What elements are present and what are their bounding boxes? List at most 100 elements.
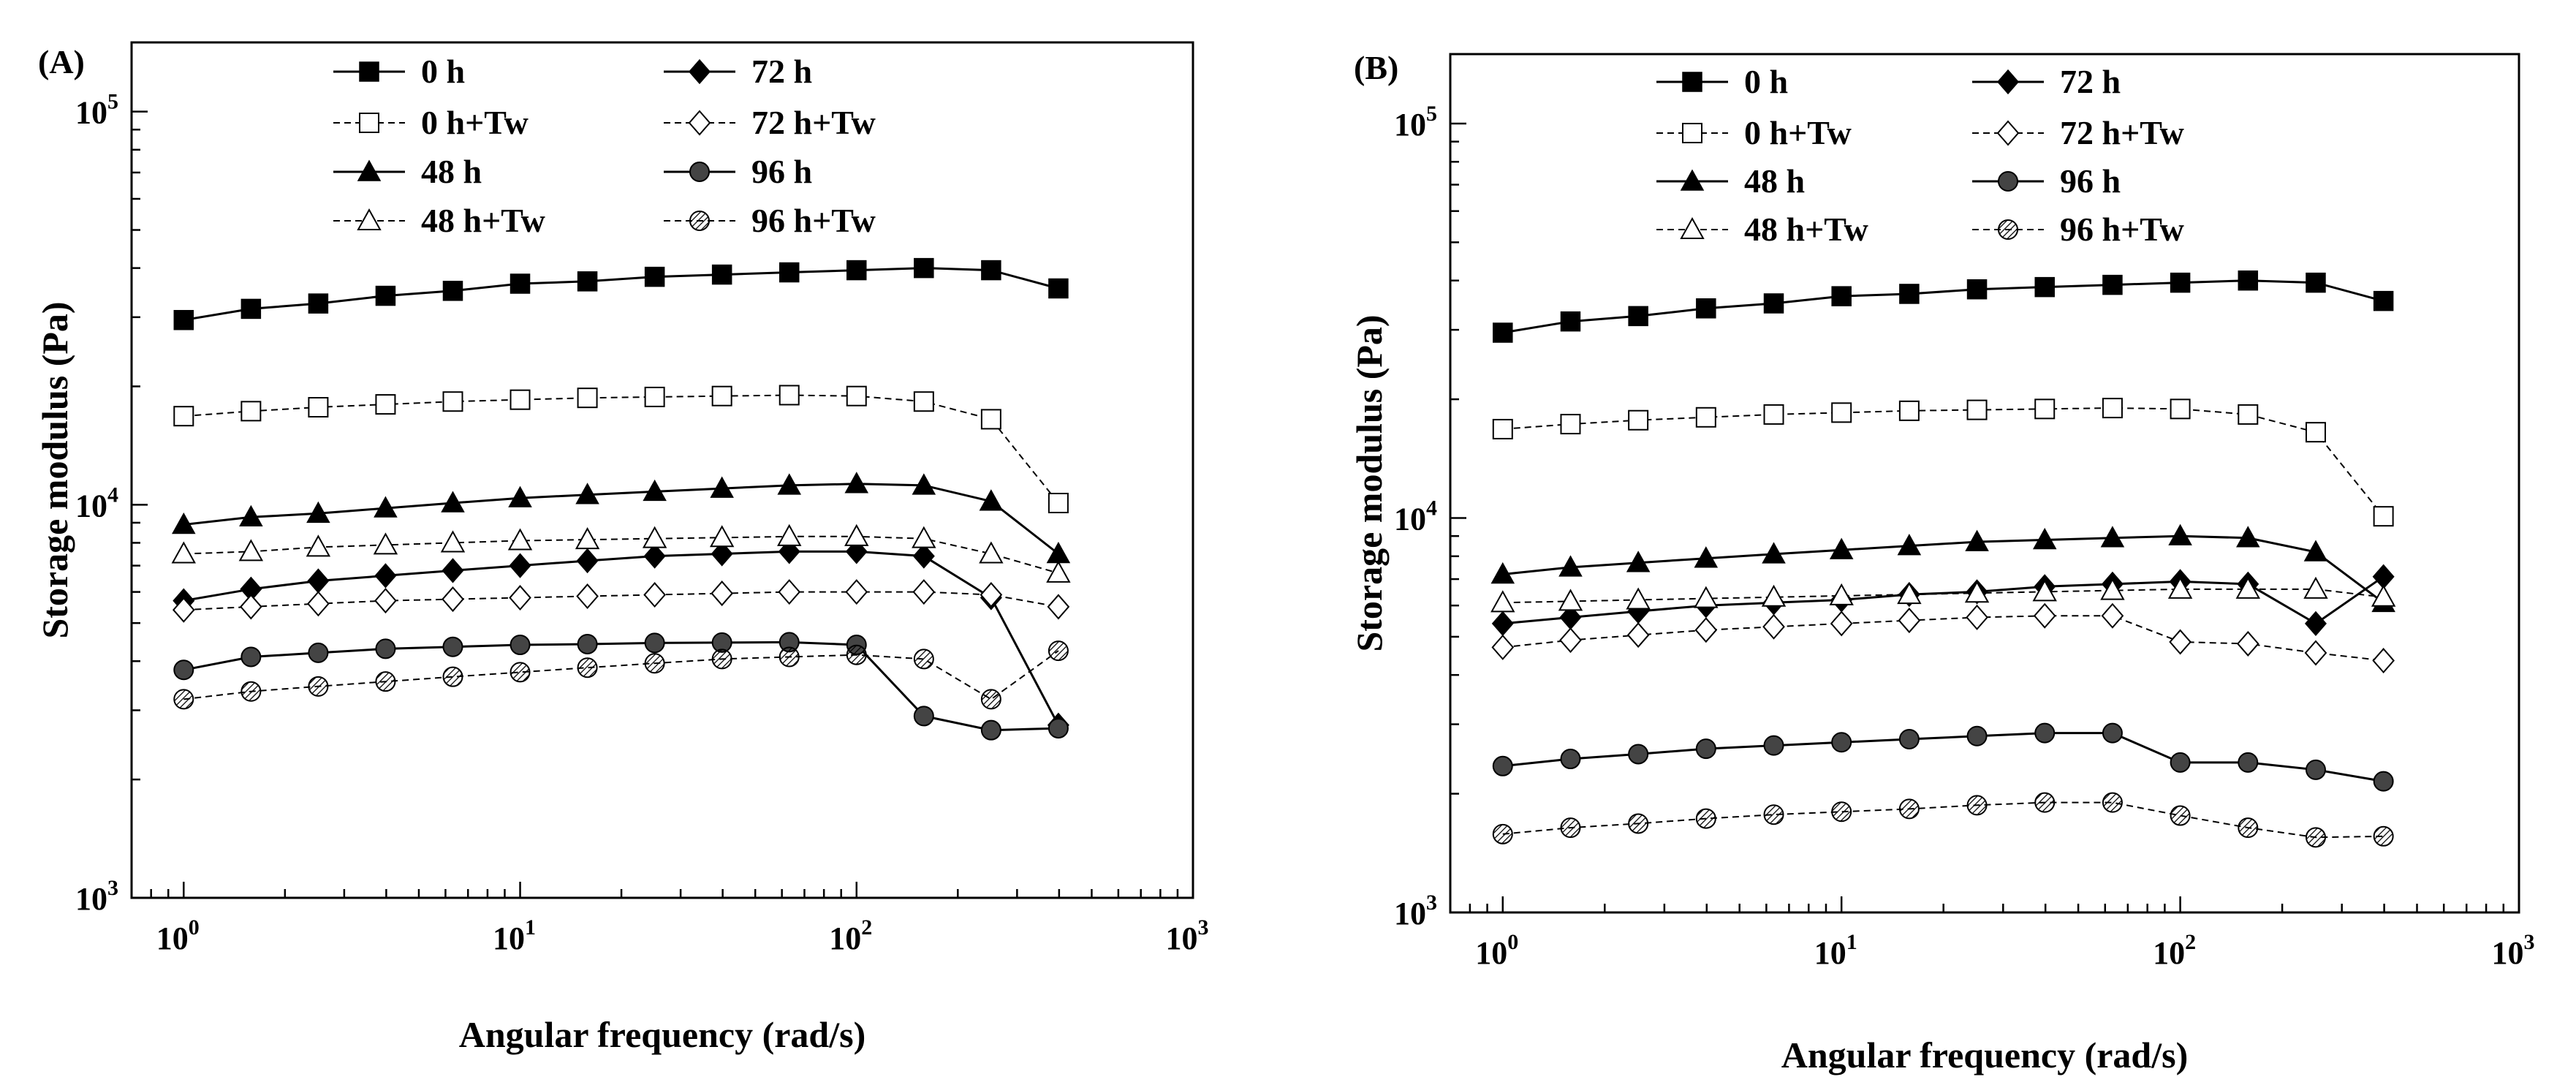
legend-label: 72 h+Tw <box>2060 114 2184 151</box>
data-point <box>508 485 532 507</box>
data-point <box>2304 640 2327 666</box>
panel-label: (B) <box>1354 49 1398 86</box>
series-layer <box>171 257 1071 741</box>
data-point <box>374 588 397 614</box>
data-point <box>980 719 1001 741</box>
data-point <box>2034 722 2056 744</box>
tick-base: 10 <box>75 881 107 917</box>
data-point <box>980 582 1003 608</box>
data-point <box>2238 752 2259 773</box>
data-point <box>1628 306 1648 327</box>
legend-entry: 96 h <box>1972 162 2121 200</box>
data-point <box>711 649 732 670</box>
data-point <box>913 391 934 412</box>
data-point <box>240 594 262 620</box>
legend-label: 48 h <box>1744 162 1805 200</box>
data-point <box>2033 602 2056 629</box>
series-line <box>1502 407 2384 517</box>
data-point <box>2034 398 2056 420</box>
tick-base: 10 <box>1394 502 1426 537</box>
data-point <box>844 523 869 546</box>
data-point <box>711 264 732 285</box>
data-point <box>171 541 196 564</box>
series-line <box>1502 615 2384 662</box>
data-point <box>644 386 665 407</box>
data-point <box>1694 586 1719 608</box>
data-point <box>308 676 329 697</box>
tick-base: 10 <box>75 488 107 523</box>
legend-label: 0 h+Tw <box>1744 114 1852 151</box>
tick-exponent: 5 <box>1426 102 1437 126</box>
data-point <box>441 491 465 513</box>
series-96-h-tw <box>173 640 1069 710</box>
tick-base: 10 <box>1394 896 1426 931</box>
tick-exponent: 4 <box>1426 496 1437 521</box>
data-point <box>1491 610 1514 637</box>
data-point <box>980 689 1001 710</box>
legend-marker <box>1996 120 2020 146</box>
data-point <box>238 539 264 562</box>
data-point <box>507 528 533 551</box>
tick-exponent: 3 <box>107 876 118 900</box>
data-point <box>1763 804 1784 825</box>
data-point <box>1492 418 1513 439</box>
legend-marker <box>689 211 710 231</box>
data-point <box>846 260 867 281</box>
legend-entry: 48 h <box>333 153 482 190</box>
data-point <box>375 285 396 306</box>
y-tick-label: 103 <box>75 876 118 917</box>
data-point <box>912 473 936 495</box>
data-point <box>981 260 1001 281</box>
data-point <box>1831 286 1852 306</box>
series-72-h <box>173 539 1069 738</box>
data-point <box>509 389 531 410</box>
legend-marker <box>357 159 382 181</box>
series-0-h <box>1493 270 2394 343</box>
data-point <box>2170 752 2191 773</box>
series-line <box>1502 588 2384 604</box>
legend-marker <box>1680 216 1705 239</box>
x-tick-label: 103 <box>2492 930 2535 971</box>
legend-label: 0 h+Tw <box>421 104 529 141</box>
data-point <box>1763 293 1784 314</box>
data-point <box>2238 270 2259 291</box>
data-point <box>575 527 600 550</box>
series-line <box>1502 279 2384 334</box>
series-0-h <box>173 257 1069 330</box>
data-point <box>1694 617 1718 643</box>
data-point <box>2100 578 2125 600</box>
data-point <box>1966 795 1988 816</box>
x-tick-label: 101 <box>493 915 536 956</box>
data-point <box>1831 402 1852 423</box>
data-point <box>2034 792 2056 813</box>
series-line <box>1502 534 2384 604</box>
legend-label: 96 h+Tw <box>751 202 876 239</box>
data-point <box>1558 589 1583 611</box>
data-point <box>1493 322 1513 343</box>
data-point <box>307 591 330 617</box>
data-point <box>307 568 330 594</box>
data-point <box>644 632 665 654</box>
legend-entry: 48 h+Tw <box>333 202 545 239</box>
tick-exponent: 1 <box>1846 930 1857 954</box>
data-point <box>1898 798 1920 820</box>
data-point <box>1696 298 1716 319</box>
x-tick-label: 102 <box>829 915 872 956</box>
legend: 0 h 72 h 0 h+Tw 72 h+Tw 48 h 96 h 48 h+Tw 96 h+… <box>1656 63 2184 248</box>
series-line <box>183 640 1058 732</box>
data-point <box>912 579 936 605</box>
data-point <box>912 543 935 569</box>
data-point <box>1491 634 1515 660</box>
data-point <box>1763 735 1784 756</box>
tick-base: 10 <box>2153 935 2185 971</box>
data-point <box>442 558 464 583</box>
tick-exponent: 1 <box>525 915 536 940</box>
data-point <box>912 526 936 548</box>
data-point <box>914 257 934 279</box>
data-point <box>1897 534 1922 556</box>
data-point <box>2169 629 2192 655</box>
series-line <box>183 535 1059 574</box>
data-point <box>1048 718 1069 739</box>
